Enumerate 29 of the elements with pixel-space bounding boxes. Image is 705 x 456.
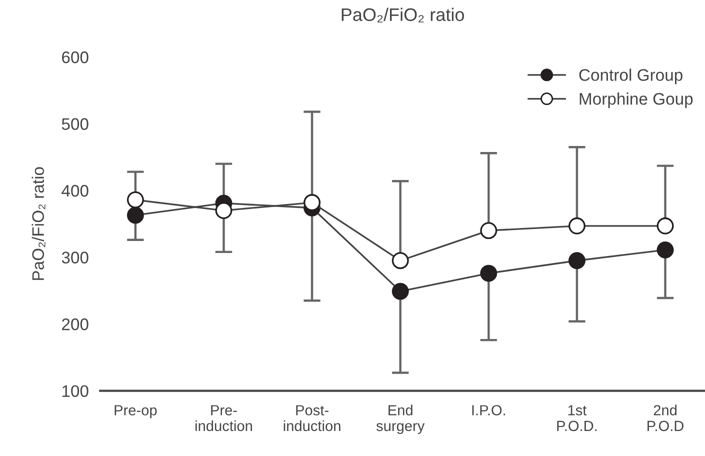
y-axis-title: PaO₂/FiO₂ ratio	[32, 167, 46, 280]
legend-label: Control Group	[579, 68, 682, 84]
x-tick-label: Pre- induction	[196, 405, 252, 432]
x-tick-label: 2nd P.O.D	[648, 404, 684, 432]
point	[480, 222, 498, 240]
point	[126, 191, 144, 208]
point	[656, 241, 674, 258]
point	[392, 282, 409, 300]
point	[392, 252, 409, 270]
y-tick-label: 500	[62, 118, 88, 130]
x-tick-label: Pre-op	[114, 405, 157, 418]
y-tick-label: 300	[62, 252, 88, 264]
point	[656, 217, 674, 234]
y-tick-label: 100	[62, 385, 88, 397]
x-tick-label: I.P.O.	[472, 405, 506, 416]
chart-title: PaO₂/FiO₂ ratio	[342, 8, 464, 22]
point	[126, 206, 144, 224]
x-tick-label: Post- induction	[284, 405, 340, 432]
legend-label: Morphine Goup	[580, 92, 693, 108]
point	[480, 264, 498, 282]
y-tick-label: 400	[62, 184, 88, 197]
x-tick-label: End surgery	[376, 404, 425, 434]
y-tick-label: 200	[62, 318, 88, 330]
y-tick-label: 600	[62, 51, 88, 64]
point	[568, 217, 586, 234]
point	[568, 252, 586, 270]
point	[304, 194, 321, 212]
point	[215, 202, 232, 220]
x-tick-label: 1st P.O.D.	[557, 405, 597, 432]
